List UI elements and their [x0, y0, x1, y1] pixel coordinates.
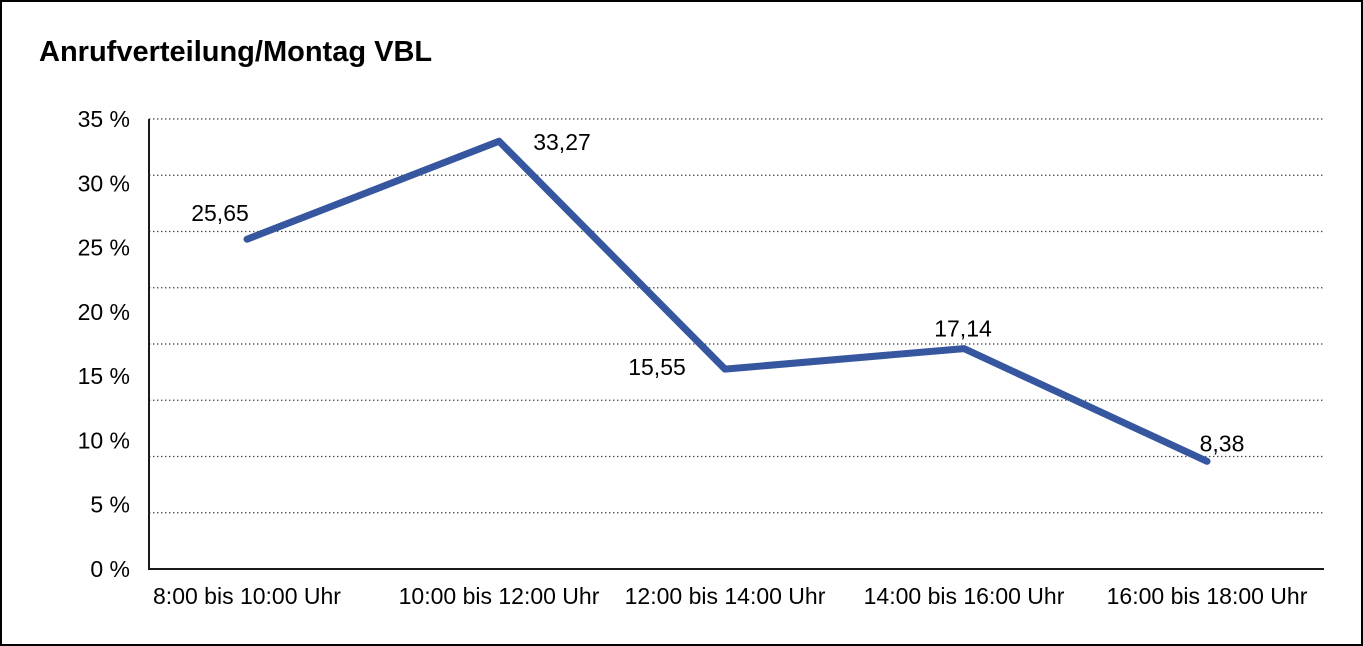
data-label: 25,65: [191, 200, 249, 226]
data-label: 15,55: [628, 354, 686, 380]
y-tick-label: 35 %: [78, 106, 130, 132]
x-tick-label: 12:00 bis 14:00 Uhr: [625, 583, 826, 609]
data-label: 33,27: [533, 129, 591, 155]
y-tick-label: 0 %: [90, 556, 130, 582]
series-line: [243, 137, 1211, 465]
x-tick-label: 14:00 bis 16:00 Uhr: [864, 583, 1065, 609]
y-tick-label: 20 %: [78, 299, 130, 325]
y-tick-label: 15 %: [78, 363, 130, 389]
data-label: 17,14: [934, 316, 992, 342]
data-label: 8,38: [1200, 430, 1245, 456]
chart-title: Anrufverteilung/Montag VBL: [39, 36, 433, 68]
x-tick-label: 16:00 bis 18:00 Uhr: [1107, 583, 1308, 609]
y-tick-label: 30 %: [78, 170, 130, 196]
y-tick-label: 5 %: [90, 492, 130, 518]
x-tick-label: 8:00 bis 10:00 Uhr: [153, 583, 341, 609]
x-tick-label: 10:00 bis 12:00 Uhr: [399, 583, 600, 609]
y-tick-label: 10 %: [78, 427, 130, 453]
y-tick-label: 25 %: [78, 235, 130, 261]
